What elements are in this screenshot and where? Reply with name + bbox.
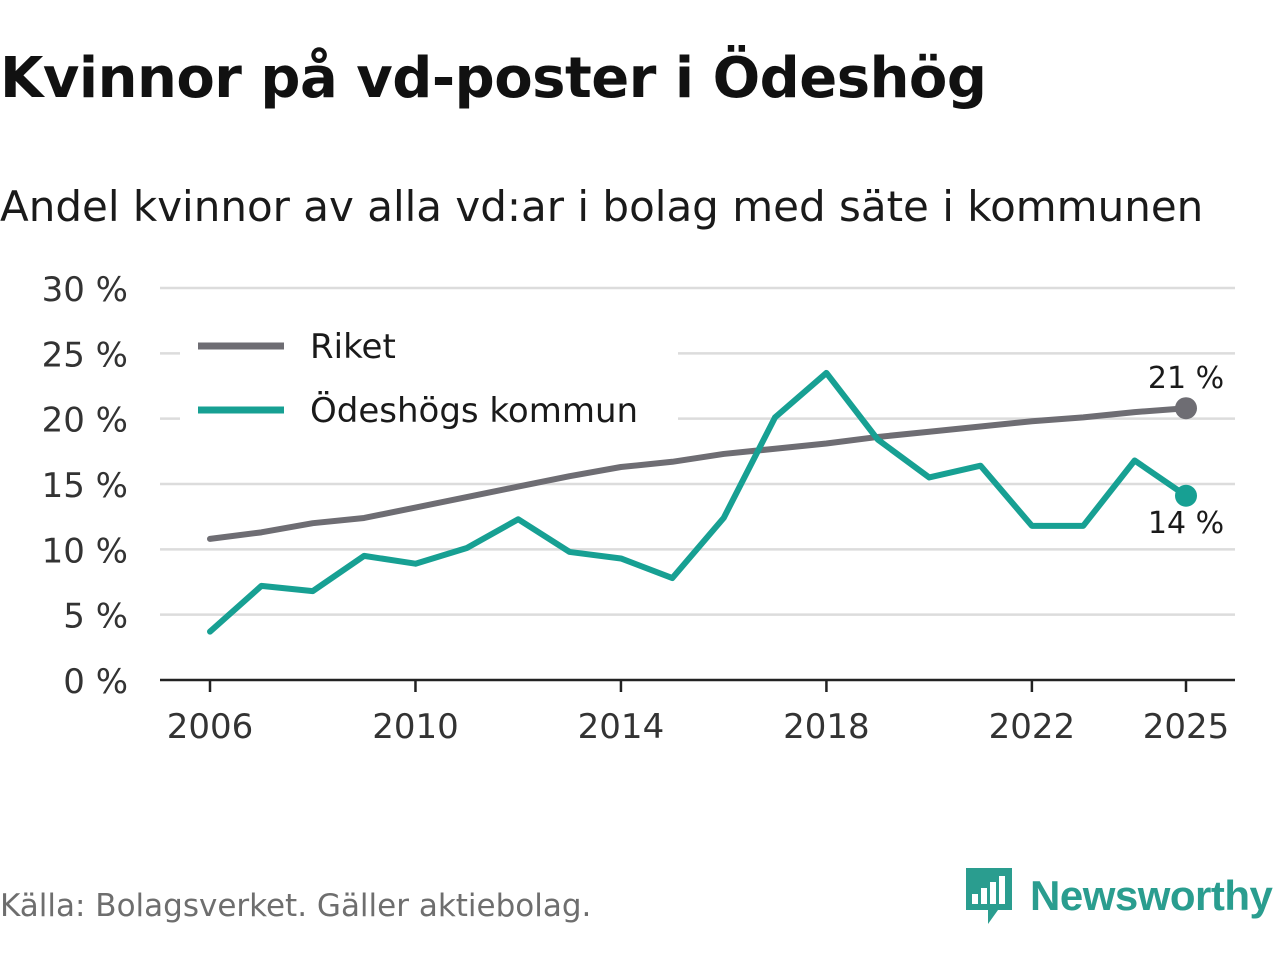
brand-name: Newsworthy xyxy=(1030,872,1273,919)
series-line-odeshog xyxy=(207,369,1189,635)
y-tick-label: 15 % xyxy=(42,466,128,506)
series-line-riket xyxy=(207,405,1189,542)
bar-chart-icon xyxy=(966,868,1012,924)
series-layer xyxy=(207,369,1197,635)
end-marker-odeshog xyxy=(1175,484,1197,507)
end-label-riket: 21 % xyxy=(1148,361,1224,396)
chart-subtitle: Andel kvinnor av alla vd:ar i bolag med … xyxy=(0,182,1204,231)
end-marker-riket xyxy=(1175,397,1197,420)
x-tick-label: 2010 xyxy=(372,707,459,747)
legend-background xyxy=(180,320,678,442)
x-tick-label: 2025 xyxy=(1143,707,1230,747)
y-tick-label: 20 % xyxy=(42,401,128,441)
y-tick-label: 10 % xyxy=(42,531,128,571)
x-tick-label: 2006 xyxy=(167,707,254,747)
legend-label: Ödeshögs kommun xyxy=(310,390,638,431)
label-layer: 21 % 14 % xyxy=(1148,361,1224,541)
legend: Riket Ödeshögs kommun xyxy=(180,320,678,442)
y-tick-label: 25 % xyxy=(42,335,128,375)
x-tick-label: 2022 xyxy=(989,707,1076,747)
axis-layer: 0 % 5 % 10 % 15 % 20 % 25 % 30 % 2006 2010 2014 20… xyxy=(42,270,1235,747)
y-tick-label: 0 % xyxy=(63,662,128,702)
chart-title: Kvinnor på vd-poster i Ödeshög xyxy=(0,46,987,111)
x-tick-label: 2014 xyxy=(578,707,665,747)
y-tick-label: 30 % xyxy=(42,270,128,310)
legend-label: Riket xyxy=(310,327,396,367)
y-tick-label: 5 % xyxy=(63,597,128,637)
source-note: Källa: Bolagsverket. Gäller aktiebolag. xyxy=(0,888,592,924)
x-tick-label: 2018 xyxy=(783,707,870,747)
end-label-odeshog: 14 % xyxy=(1148,506,1224,541)
newsworthy-logo: Newsworthy xyxy=(964,866,1273,926)
